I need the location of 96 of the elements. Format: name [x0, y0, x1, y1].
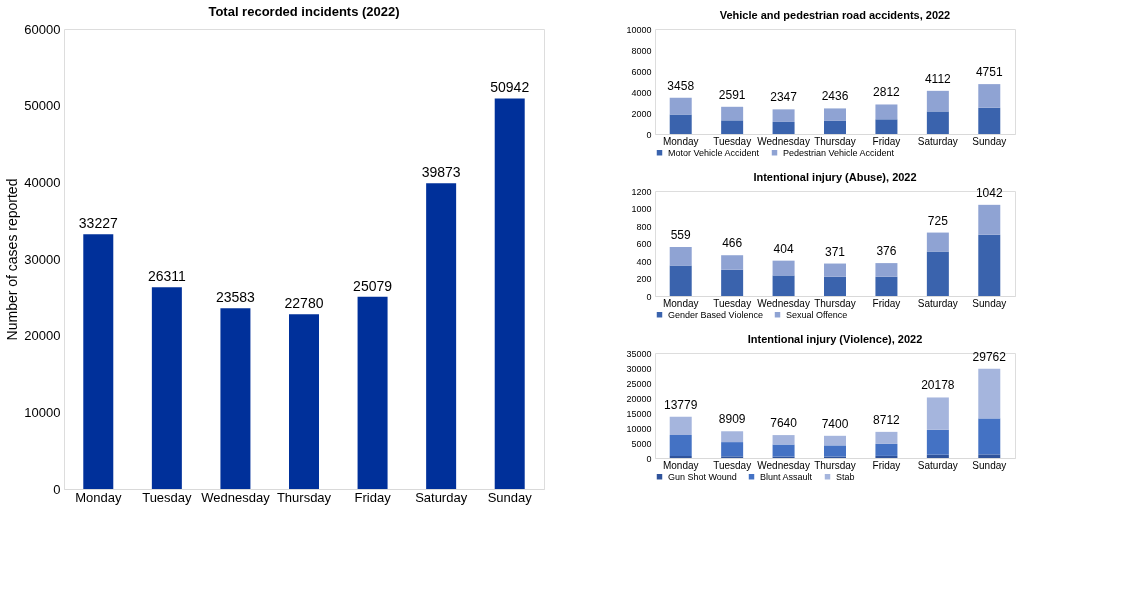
total-label: 466: [722, 236, 743, 251]
total-label: 29762: [972, 349, 1007, 364]
y-tick-label: 6000: [631, 66, 652, 77]
y-tick-label: 600: [636, 239, 652, 249]
y-tick-label: 800: [636, 221, 652, 232]
x-tick-label: Tuesday: [142, 489, 193, 505]
x-tick-label: Saturday: [415, 489, 468, 505]
x-tick-label: Wednesday: [757, 297, 810, 309]
y-tick-label: 15000: [626, 408, 652, 419]
x-tick-label: Tuesday: [713, 459, 752, 471]
x-tick-label: Thursday: [276, 489, 332, 505]
x-tick-label: Friday: [872, 297, 901, 309]
total-label: 404: [773, 241, 794, 256]
x-tick-label: Monday: [75, 489, 122, 505]
y-tick-label: 20000: [626, 393, 652, 404]
total-label: 4751: [975, 65, 1003, 80]
chart-title: Vehicle and pedestrian road accidents, 2022: [719, 9, 951, 21]
data-label: 26311: [147, 268, 187, 285]
legend-label: Blunt Assault: [760, 471, 813, 482]
x-tick-label: Sunday: [487, 489, 533, 505]
y-tick-label: 8000: [631, 45, 652, 56]
legend-label: Gun Shot Wound: [668, 471, 737, 482]
y-tick-label: 400: [636, 256, 652, 267]
x-tick-label: Sunday: [972, 297, 1007, 309]
y-tick-label: 1000: [631, 204, 652, 214]
y-axis-title: Number of cases reported: [4, 178, 21, 341]
x-tick-label: Sunday: [972, 135, 1007, 147]
x-tick-label: Friday: [354, 489, 392, 505]
total-label: 2812: [873, 85, 901, 100]
total-label: 725: [927, 213, 949, 228]
total-label: 8712: [873, 412, 901, 427]
x-tick-label: Monday: [662, 297, 699, 309]
y-tick-label: 40000: [24, 174, 61, 190]
total-label: 559: [670, 228, 692, 243]
y-tick-label: 20000: [24, 328, 61, 344]
y-tick-label: 25000: [626, 378, 652, 389]
y-tick-label: 60000: [24, 21, 61, 37]
y-tick-label: 200: [636, 274, 652, 284]
y-tick-label: 0: [646, 453, 652, 464]
total-label: 4112: [924, 71, 952, 86]
y-tick-label: 2000: [631, 108, 652, 119]
total-label: 13779: [664, 397, 698, 412]
x-tick-label: Thursday: [814, 459, 856, 471]
y-tick-label: 30000: [24, 251, 61, 267]
total-label: 2591: [718, 87, 746, 102]
data-label: 23583: [215, 289, 256, 306]
y-tick-label: 0: [646, 129, 652, 140]
total-label: 20178: [921, 378, 955, 393]
chart-title: Intentional injury (Abuse), 2022: [753, 170, 917, 183]
x-tick-label: Sunday: [972, 459, 1007, 471]
data-label: 25079: [353, 277, 393, 294]
legend-label: Stab: [836, 471, 855, 482]
x-tick-label: Thursday: [814, 135, 856, 147]
x-tick-label: Friday: [872, 135, 901, 147]
x-tick-label: Wednesday: [757, 459, 810, 471]
chart-title: Intentional injury (Violence), 2022: [747, 333, 923, 345]
chart-title: Total recorded incidents (2022): [208, 4, 400, 19]
x-tick-label: Saturday: [917, 135, 958, 147]
y-tick-label: 10000: [626, 24, 652, 35]
total-label: 2347: [770, 90, 798, 105]
legend-label: Sexual Offence: [786, 309, 848, 320]
x-tick-label: Tuesday: [713, 297, 752, 309]
y-tick-label: 4000: [631, 87, 652, 98]
total-label: 376: [876, 244, 897, 259]
y-tick-label: 10000: [626, 423, 652, 434]
y-tick-label: 35000: [626, 348, 652, 359]
y-tick-label: 30000: [626, 363, 652, 374]
x-tick-label: Tuesday: [713, 135, 752, 147]
y-tick-label: 1200: [631, 186, 652, 197]
y-tick-label: 5000: [631, 438, 652, 449]
legend-label: Pedestrian Vehicle Accident: [783, 147, 895, 158]
total-label: 371: [824, 244, 846, 259]
total-label: 2436: [821, 89, 849, 104]
x-tick-label: Wednesday: [757, 135, 810, 147]
y-tick-label: 10000: [24, 404, 61, 420]
x-tick-label: Wednesday: [201, 489, 271, 505]
x-tick-label: Saturday: [917, 459, 958, 471]
x-tick-label: Monday: [662, 135, 699, 147]
y-tick-label: 50000: [24, 98, 61, 114]
legend-label: Gender Based Violence: [668, 309, 763, 320]
legend-label: Motor Vehicle Accident: [668, 147, 760, 158]
x-tick-label: Saturday: [917, 297, 958, 309]
total-label: 1042: [975, 185, 1003, 200]
x-tick-label: Friday: [872, 459, 901, 471]
total-label: 7400: [821, 416, 849, 431]
data-label: 50942: [490, 79, 530, 96]
y-tick-label: 0: [53, 481, 61, 497]
data-label: 33227: [78, 215, 118, 232]
data-label: 39873: [421, 164, 461, 181]
total-label: 3458: [667, 78, 695, 93]
x-tick-label: Monday: [662, 459, 699, 471]
total-label: 7640: [770, 416, 798, 431]
total-label: 8909: [718, 412, 746, 427]
x-tick-label: Thursday: [814, 297, 856, 309]
y-tick-label: 0: [646, 291, 652, 302]
data-label: 22780: [284, 295, 324, 312]
